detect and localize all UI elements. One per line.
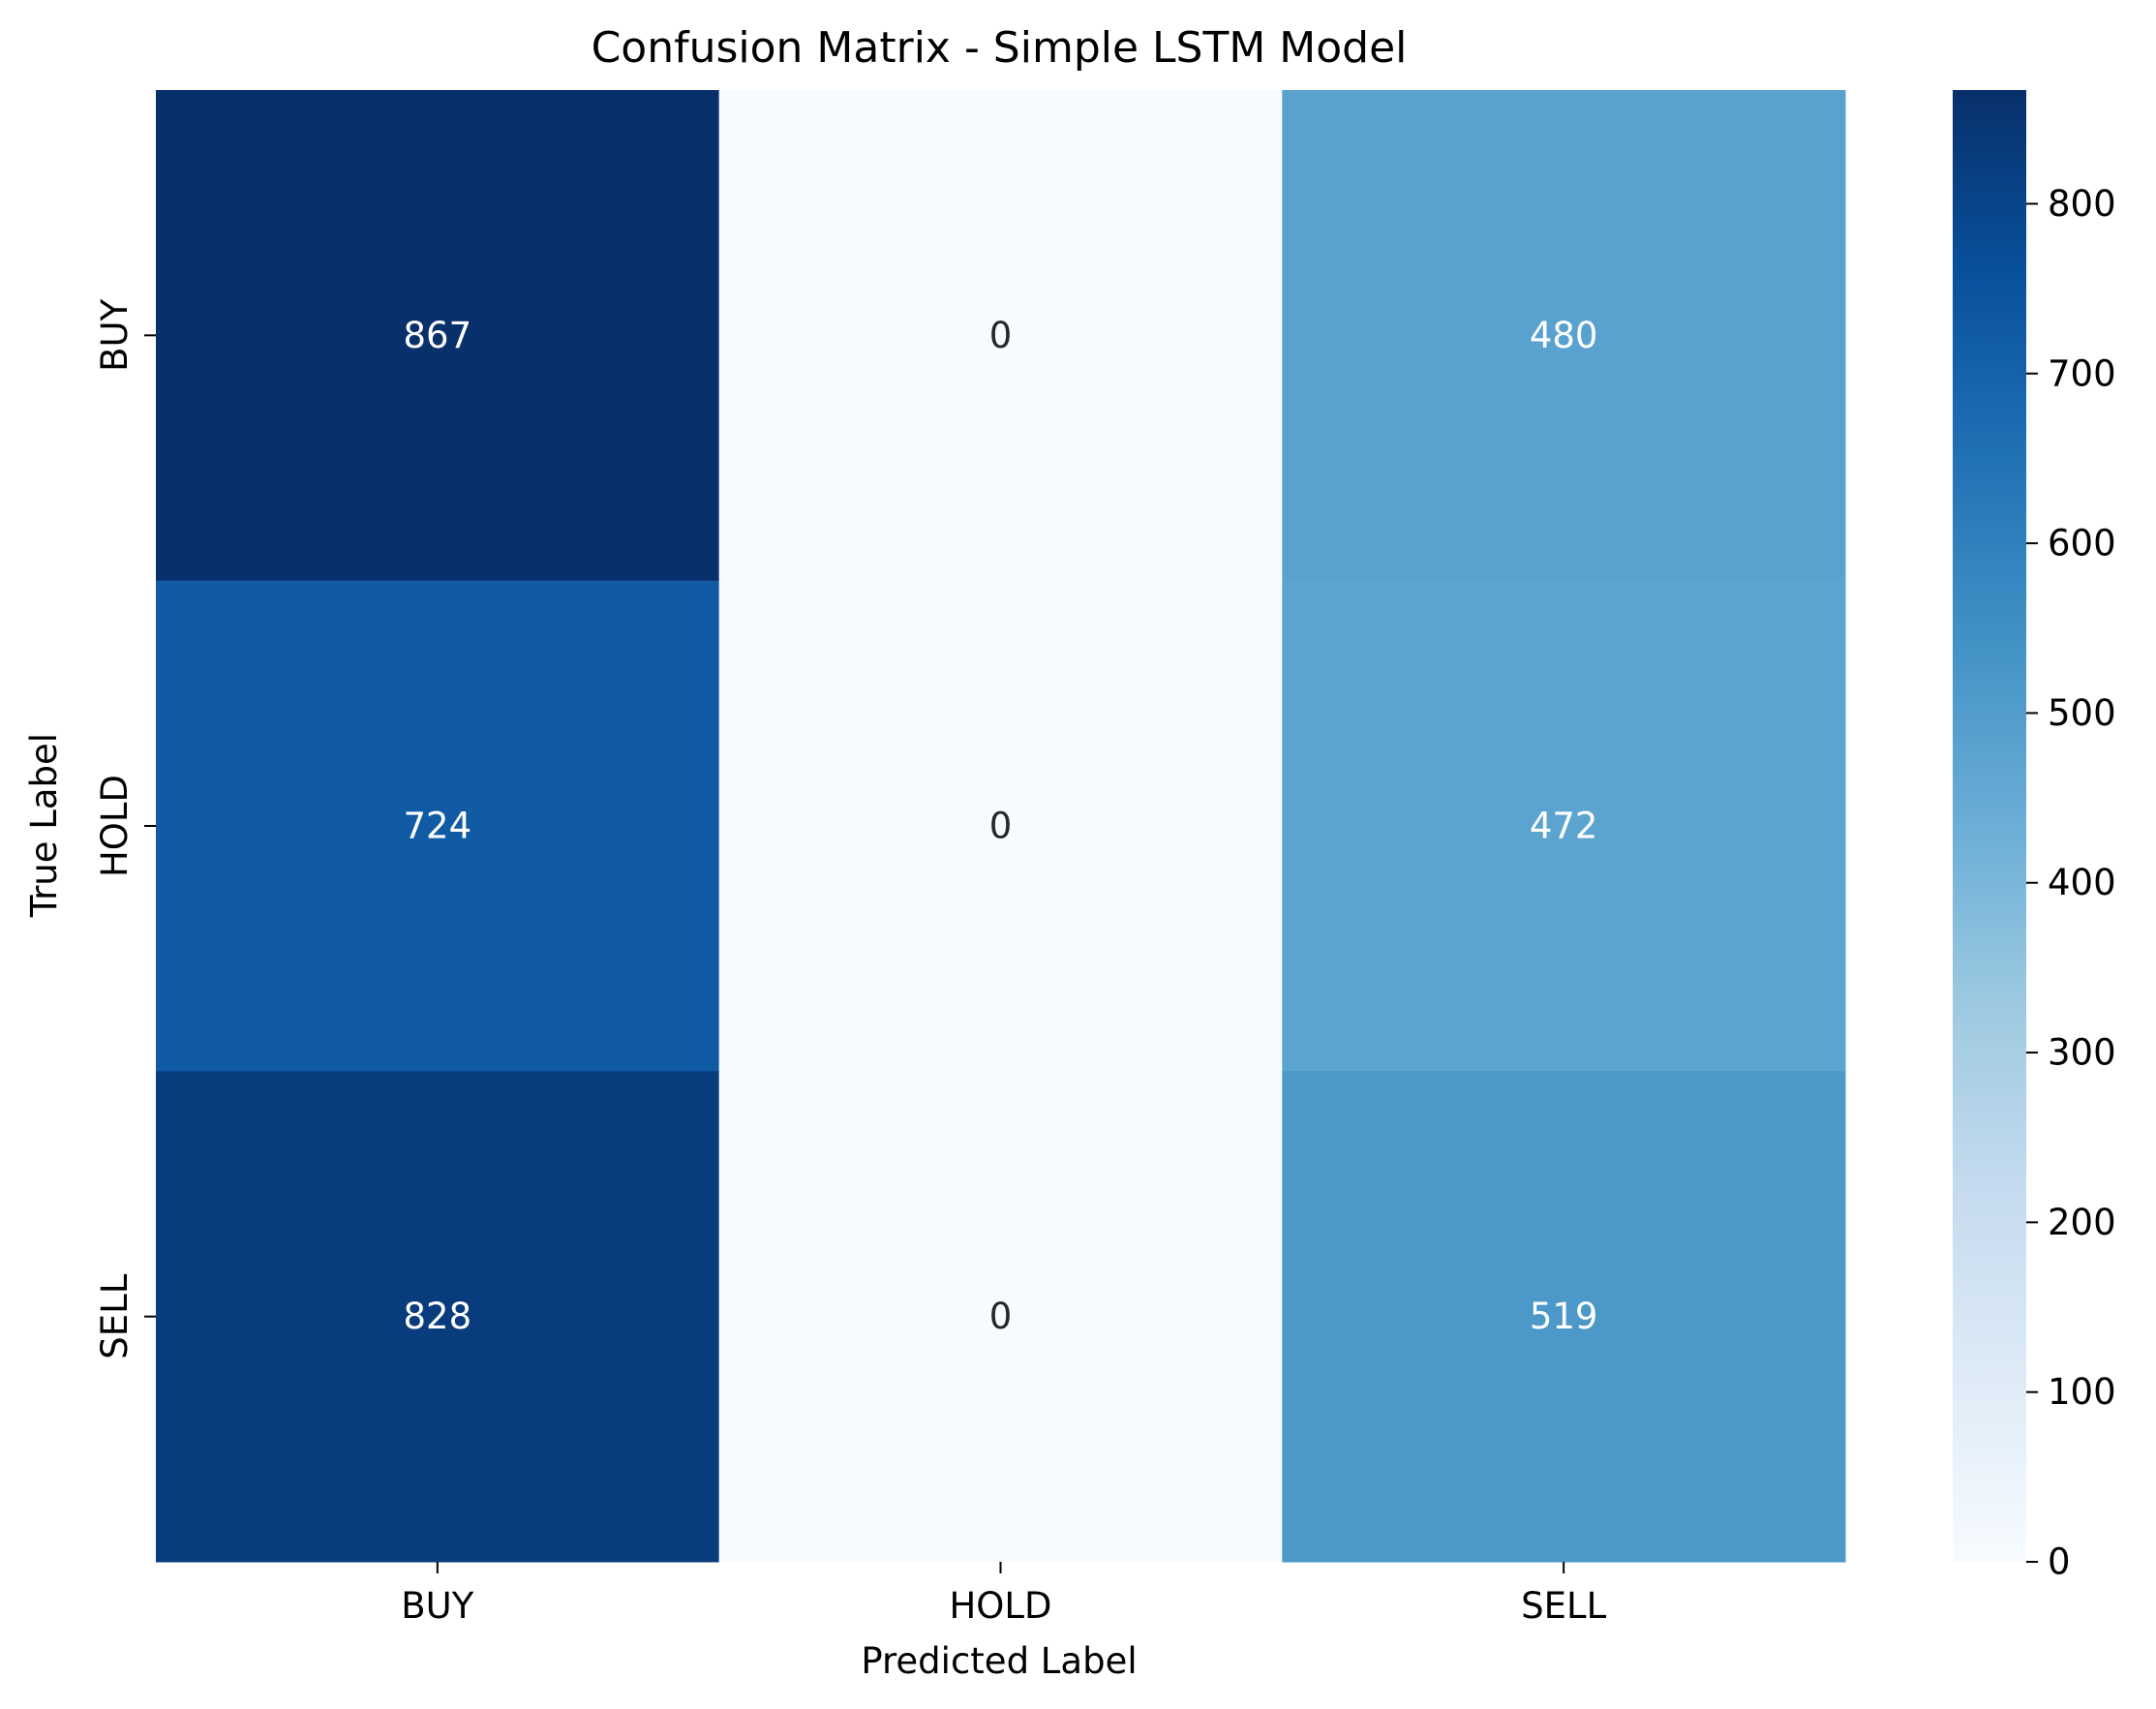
- x-tick-label: SELL: [1521, 1585, 1606, 1627]
- cell-value-label: 724: [404, 806, 472, 847]
- chart-title: Confusion Matrix - Simple LSTM Model: [592, 23, 1408, 73]
- heatmap-cell-hold-sell: [1282, 580, 1846, 1072]
- colorbar: [1953, 90, 2026, 1562]
- y-tick-label: HOLD: [94, 775, 136, 877]
- colorbar-tick-label: 400: [2048, 862, 2116, 903]
- x-axis-ticks: BUY HOLD SELL: [401, 1562, 1607, 1627]
- heatmap-cell-labels: 867 0 480 724 0 472 828 0 519: [404, 315, 1598, 1337]
- cell-value-label: 0: [989, 806, 1013, 847]
- cell-value-label: 828: [404, 1296, 472, 1337]
- cell-value-label: 867: [404, 315, 472, 356]
- heatmap-cell-hold-hold: [718, 580, 1283, 1072]
- y-tick-label: SELL: [94, 1273, 136, 1358]
- cell-value-label: 0: [989, 1296, 1013, 1337]
- y-tick-label: BUY: [94, 298, 136, 371]
- cell-value-label: 472: [1530, 806, 1598, 847]
- colorbar-tick-label: 700: [2048, 352, 2116, 394]
- colorbar-tick-label: 500: [2048, 692, 2116, 734]
- x-tick-label: HOLD: [949, 1585, 1051, 1627]
- x-tick-label: BUY: [401, 1585, 473, 1627]
- heatmap-cells: [156, 90, 1846, 1563]
- heatmap-cell-sell-sell: [1282, 1071, 1846, 1563]
- colorbar-gradient: [1953, 90, 2026, 1562]
- heatmap-cell-buy-hold: [718, 90, 1283, 582]
- y-axis-ticks: BUY HOLD SELL: [94, 298, 156, 1359]
- colorbar-tick-label: 600: [2048, 523, 2116, 565]
- x-axis-label: Predicted Label: [861, 1640, 1137, 1682]
- colorbar-tick-label: 800: [2048, 183, 2116, 225]
- y-axis-label: True Label: [23, 733, 65, 918]
- colorbar-tick-label: 300: [2048, 1032, 2116, 1074]
- colorbar-tick-label: 0: [2048, 1541, 2071, 1583]
- heatmap-cell-sell-hold: [718, 1071, 1283, 1563]
- cell-value-label: 519: [1530, 1296, 1598, 1337]
- heatmap-cell-sell-buy: [156, 1071, 720, 1563]
- heatmap-cell-buy-buy: [156, 90, 720, 582]
- heatmap-cell-buy-sell: [1282, 90, 1846, 582]
- heatmap-cell-hold-buy: [156, 580, 720, 1072]
- cell-value-label: 480: [1530, 315, 1598, 356]
- colorbar-tick-label: 200: [2048, 1202, 2116, 1243]
- colorbar-ticks: 0 100 200 300 400 500 600 700 800: [2026, 183, 2116, 1583]
- cell-value-label: 0: [989, 315, 1013, 356]
- colorbar-tick-label: 100: [2048, 1371, 2116, 1413]
